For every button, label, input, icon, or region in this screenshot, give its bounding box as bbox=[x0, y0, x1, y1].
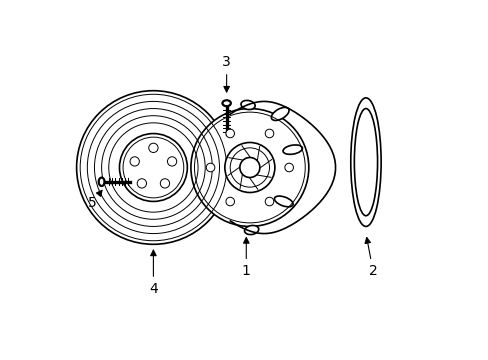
Ellipse shape bbox=[274, 196, 292, 207]
Circle shape bbox=[160, 179, 169, 188]
Circle shape bbox=[225, 129, 234, 138]
Text: 4: 4 bbox=[149, 250, 158, 296]
Circle shape bbox=[240, 157, 259, 177]
Ellipse shape bbox=[222, 100, 231, 107]
Text: 1: 1 bbox=[242, 238, 250, 278]
Text: 5: 5 bbox=[87, 190, 102, 210]
Circle shape bbox=[137, 179, 146, 188]
Circle shape bbox=[225, 197, 234, 206]
Text: 2: 2 bbox=[364, 238, 377, 278]
Circle shape bbox=[264, 129, 273, 138]
Ellipse shape bbox=[350, 98, 380, 226]
Circle shape bbox=[148, 143, 158, 153]
Ellipse shape bbox=[241, 100, 255, 109]
Circle shape bbox=[224, 143, 274, 193]
Ellipse shape bbox=[244, 225, 258, 235]
Text: 3: 3 bbox=[222, 55, 230, 92]
Ellipse shape bbox=[283, 145, 302, 154]
Circle shape bbox=[264, 197, 273, 206]
Ellipse shape bbox=[271, 107, 288, 121]
Circle shape bbox=[130, 157, 139, 166]
Circle shape bbox=[119, 134, 187, 202]
Circle shape bbox=[190, 109, 308, 226]
Circle shape bbox=[77, 91, 230, 244]
Circle shape bbox=[167, 157, 176, 166]
Ellipse shape bbox=[98, 177, 104, 186]
Circle shape bbox=[206, 163, 214, 172]
Circle shape bbox=[285, 163, 293, 172]
Ellipse shape bbox=[354, 109, 377, 216]
